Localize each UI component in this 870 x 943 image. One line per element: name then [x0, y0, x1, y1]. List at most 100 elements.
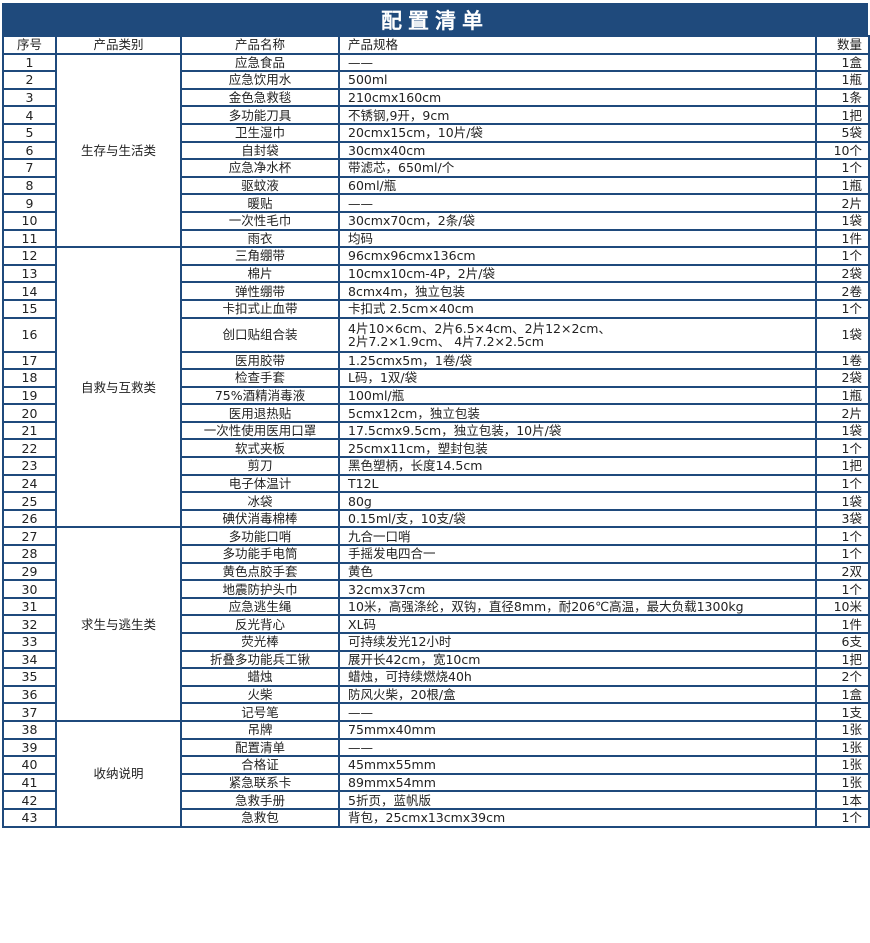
table-row: 10 一次性毛巾 30cmx70cm，2条/袋 1袋 [2, 210, 870, 231]
quantity: 3袋 [815, 508, 870, 529]
quantity: 1张 [815, 772, 870, 793]
row-number: 38 [2, 719, 57, 740]
product-name: 创口贴组合装 [180, 316, 340, 353]
row-number: 29 [2, 561, 57, 582]
spec-line: 防风火柴，20根/盒 [348, 687, 456, 703]
product-name: 碘伏消毒棉棒 [180, 508, 340, 529]
product-name: 金色急救毯 [180, 87, 340, 108]
spec-line: 20cmx15cm，10片/袋 [348, 125, 483, 141]
spec-line: 75mmx40mm [348, 722, 436, 738]
product-name: 多功能刀具 [180, 105, 340, 125]
product-spec: 8cmx4m，独立包装 [338, 281, 817, 301]
spec-line: 96cmx96cmx136cm [348, 248, 476, 264]
product-spec: 5cmx12cm，独立包装 [338, 403, 817, 423]
spec-line: —— [348, 739, 373, 755]
table-row: 25 冰袋 80g 1袋 [2, 491, 870, 511]
product-spec: 黄色 [338, 561, 817, 582]
product-spec: 32cmx37cm [338, 579, 817, 599]
spec-line: —— [348, 195, 373, 211]
table-row: 17 医用胶带 1.25cmx5m，1卷/袋 1卷 [2, 350, 870, 371]
row-number: 43 [2, 807, 57, 828]
product-spec: 30cmx40cm [338, 140, 817, 161]
row-number: 5 [2, 122, 57, 143]
row-number: 41 [2, 772, 57, 793]
table-row: 42 急救手册 5折页，蓝帆版 1本 [2, 790, 870, 810]
spec-line: 30cmx40cm [348, 142, 426, 158]
product-name: 驱蚊液 [180, 175, 340, 196]
product-spec: 10cmx10cm-4P，2片/袋 [338, 263, 817, 284]
spec-line: 10cmx10cm-4P，2片/袋 [348, 266, 495, 282]
product-spec: 黑色塑柄，长度14.5cm [338, 456, 817, 476]
quantity: 2卷 [815, 281, 870, 301]
row-number: 27 [2, 526, 57, 547]
product-spec: 80g [338, 491, 817, 511]
product-name: 检查手套 [180, 368, 340, 388]
quantity: 1张 [815, 755, 870, 775]
spec-line: 带滤芯，650ml/个 [348, 160, 455, 176]
table-row: 9 暖贴 —— 2片 [2, 193, 870, 213]
product-spec: 展开长42cm，宽10cm [338, 649, 817, 670]
row-number: 1 [2, 52, 57, 73]
quantity: 10米 [815, 596, 870, 617]
page-title: 配置清单 [2, 3, 868, 35]
spec-line: 九合一口哨 [348, 528, 411, 544]
product-spec: 防风火柴，20根/盒 [338, 684, 817, 705]
quantity: 10个 [815, 140, 870, 161]
spec-line: 210cmx160cm [348, 90, 442, 106]
quantity: 1把 [815, 456, 870, 476]
table-row: 29 黄色点胶手套 黄色 2双 [2, 561, 870, 582]
spec-line: 80g [348, 493, 372, 509]
spec-line: 500ml [348, 72, 388, 88]
product-name: 黄色点胶手套 [180, 561, 340, 582]
table-row: 19 75%酒精消毒液 100ml/瓶 1瓶 [2, 385, 870, 406]
quantity: 1袋 [815, 316, 870, 353]
quantity: 1个 [815, 246, 870, 266]
row-number: 12 [2, 246, 57, 266]
product-name: 弹性绷带 [180, 281, 340, 301]
quantity: 1把 [815, 105, 870, 125]
header-qty: 数量 [815, 35, 870, 55]
spec-line: 30cmx70cm，2条/袋 [348, 213, 475, 229]
category-cell: 收纳说明 [55, 719, 182, 828]
quantity: 1件 [815, 614, 870, 634]
product-spec: 4片10×6cm、2片6.5×4cm、2片12×2cm、 2片7.2×1.9cm、… [338, 316, 817, 353]
table-row: 38 收纳说明 吊牌 75mmx40mm 1张 [2, 719, 870, 828]
spec-line: 89mmx54mm [348, 775, 436, 791]
product-spec: 5折页，蓝帆版 [338, 790, 817, 810]
quantity: 1个 [815, 544, 870, 564]
product-name: 急救包 [180, 807, 340, 828]
table-row: 18 检查手套 L码，1双/袋 2袋 [2, 368, 870, 388]
quantity: 2片 [815, 403, 870, 423]
product-name: 一次性使用医用口罩 [180, 420, 340, 441]
table-row: 31 应急逃生绳 10米，高强涤纶，双钩，直径8mm，耐206℃高温，最大负载130… [2, 596, 870, 617]
product-spec: 卡扣式 2.5cm×40cm [338, 298, 817, 319]
product-name: 折叠多功能兵工锹 [180, 649, 340, 670]
table-row: 35 蜡烛 蜡烛，可持续燃烧40h 2个 [2, 667, 870, 687]
row-number: 14 [2, 281, 57, 301]
table-row: 36 火柴 防风火柴，20根/盒 1盒 [2, 684, 870, 705]
spec-line: —— [348, 704, 373, 720]
spec-line: 展开长42cm，宽10cm [348, 651, 481, 667]
product-name: 雨衣 [180, 228, 340, 249]
row-number: 17 [2, 350, 57, 371]
product-name: 应急食品 [180, 52, 340, 73]
quantity: 1个 [815, 438, 870, 459]
spec-line: 17.5cmx9.5cm，独立包装，10片/袋 [348, 423, 562, 439]
quantity: 1个 [815, 298, 870, 319]
product-spec: 17.5cmx9.5cm，独立包装，10片/袋 [338, 420, 817, 441]
table-row: 12 自救与互救类 三角绷带 96cmx96cmx136cm 1个 [2, 246, 870, 529]
product-name: 多功能口哨 [180, 526, 340, 547]
product-name: 记号笔 [180, 702, 340, 722]
row-number: 11 [2, 228, 57, 249]
table-row: 43 急救包 背包，25cmx13cmx39cm 1个 [2, 807, 870, 828]
header-category: 产品类别 [55, 35, 182, 55]
product-spec: —— [338, 52, 817, 73]
product-name: 剪刀 [180, 456, 340, 476]
quantity: 1个 [815, 526, 870, 547]
spec-line: XL码 [348, 616, 377, 632]
product-name: 软式夹板 [180, 438, 340, 459]
product-spec: —— [338, 737, 817, 758]
product-spec: 45mmx55mm [338, 755, 817, 775]
product-name: 吊牌 [180, 719, 340, 740]
row-number: 6 [2, 140, 57, 161]
